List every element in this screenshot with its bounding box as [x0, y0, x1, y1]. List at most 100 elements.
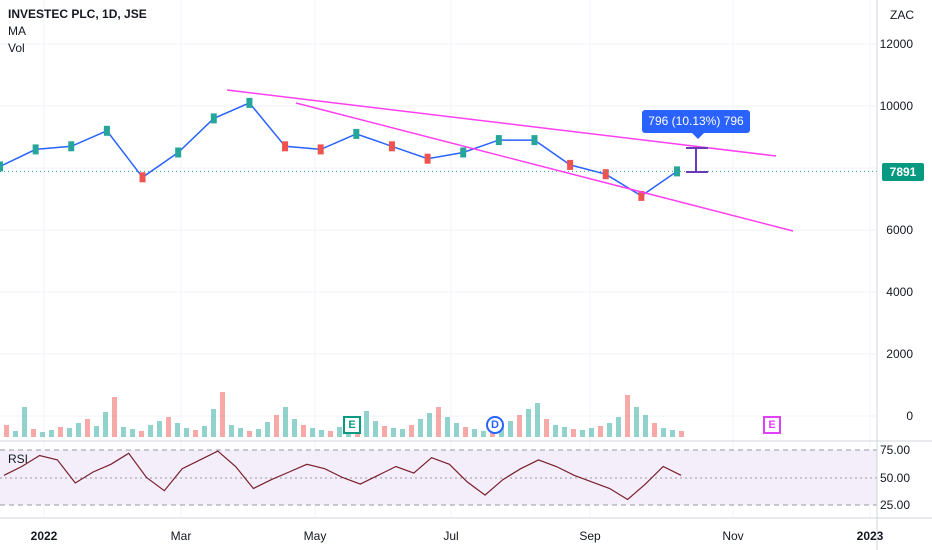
volume-bar [337, 427, 342, 437]
volume-bar [670, 430, 675, 437]
volume-bar [193, 430, 198, 437]
volume-bar [265, 422, 270, 437]
volume-bar [229, 425, 234, 437]
y-tick-label: 2000 [886, 347, 913, 361]
volume-bar [310, 428, 315, 437]
volume-bar [157, 421, 162, 437]
volume-bar [301, 425, 306, 437]
volume-bar [130, 429, 135, 437]
measure-tool [686, 147, 708, 173]
rsi-tick-label: 50.00 [880, 471, 910, 485]
volume-bar [463, 427, 468, 437]
volume-bar [589, 428, 594, 437]
volume-bar [220, 392, 225, 437]
volume-bar [400, 429, 405, 437]
price-candle [246, 97, 253, 108]
x-tick-label: Mar [171, 529, 192, 543]
channel-lower-line [295, 102, 794, 232]
volume-bar [40, 432, 45, 437]
dividend-event-badge[interactable]: D [486, 416, 504, 434]
volume-bar [283, 407, 288, 437]
x-tick-label: Jul [443, 529, 458, 543]
price-candle [68, 141, 75, 152]
rsi-label[interactable]: RSI [8, 452, 29, 466]
price-series [0, 97, 877, 201]
channel-upper-line [226, 89, 777, 157]
volume-bar [4, 425, 9, 437]
volume-bar [112, 397, 117, 437]
volume-bar [211, 409, 216, 437]
earnings-event-badge-upcoming[interactable]: E [763, 416, 781, 434]
volume-bar [445, 417, 450, 437]
x-tick-label: 2022 [31, 529, 58, 543]
volume-bar [364, 411, 369, 437]
price-candle [175, 147, 182, 158]
volume-bars [4, 392, 684, 437]
ma-indicator-label[interactable]: MA [8, 24, 26, 38]
price-candle [32, 144, 39, 155]
volume-bar [616, 417, 621, 437]
price-candle [638, 190, 645, 201]
y-tick-label: 6000 [886, 223, 913, 237]
volume-bar [202, 426, 207, 437]
volume-bar [526, 409, 531, 437]
volume-bar [661, 428, 666, 437]
earnings-event-badge[interactable]: E [343, 416, 361, 434]
rsi-tick-label: 25.00 [880, 498, 910, 512]
y-tick-label: 4000 [886, 285, 913, 299]
volume-bar [508, 421, 513, 437]
volume-bar [391, 428, 396, 437]
volume-bar [418, 419, 423, 437]
currency-label: ZAC [890, 8, 914, 22]
volume-bar [31, 429, 36, 437]
volume-bar [238, 428, 243, 437]
volume-bar [517, 415, 522, 437]
volume-bar [13, 431, 18, 437]
measure-label: 796 (10.13%) 796 [642, 110, 750, 139]
volume-bar [472, 429, 477, 437]
volume-bar [373, 421, 378, 437]
volume-bar [409, 425, 414, 437]
volume-bar [76, 423, 81, 437]
y-tick-label: 0 [906, 409, 913, 423]
volume-bar [535, 403, 540, 437]
volume-bar [634, 407, 639, 437]
volume-bar [247, 431, 252, 437]
price-candle [0, 161, 3, 172]
volume-bar [580, 430, 585, 437]
symbol-title: INVESTEC PLC, 1D, JSE [8, 7, 147, 21]
volume-bar [148, 425, 153, 437]
volume-bar [427, 413, 432, 437]
price-candle [103, 125, 110, 136]
volume-bar [571, 429, 576, 437]
y-tick-label: 12000 [880, 37, 914, 51]
volume-bar [67, 428, 72, 437]
x-tick-label: May [304, 529, 327, 543]
price-line [0, 101, 678, 197]
x-tick-label: 2023 [857, 529, 884, 543]
volume-bar [256, 429, 261, 437]
volume-bar [652, 423, 657, 437]
volume-bar [481, 431, 486, 437]
volume-bar [382, 426, 387, 437]
volume-bar [184, 428, 189, 437]
y-tick-label: 10000 [880, 99, 914, 113]
volume-bar [607, 423, 612, 437]
last-price-tag: 7891 [882, 163, 924, 181]
price-candle [602, 169, 609, 180]
price-candle [139, 172, 146, 183]
volume-indicator-label[interactable]: Vol [8, 41, 25, 55]
volume-bar [625, 395, 630, 437]
rsi-line [3, 450, 682, 501]
price-candle [495, 135, 502, 146]
rsi-tick-label: 75.00 [880, 443, 910, 457]
volume-bar [166, 417, 171, 437]
price-candle [388, 141, 395, 152]
chart-legend: INVESTEC PLC, 1D, JSE MA Vol [8, 6, 147, 57]
price-candle [282, 141, 289, 152]
x-tick-label: Nov [722, 529, 743, 543]
volume-bar [175, 423, 180, 437]
price-candle [424, 153, 431, 164]
